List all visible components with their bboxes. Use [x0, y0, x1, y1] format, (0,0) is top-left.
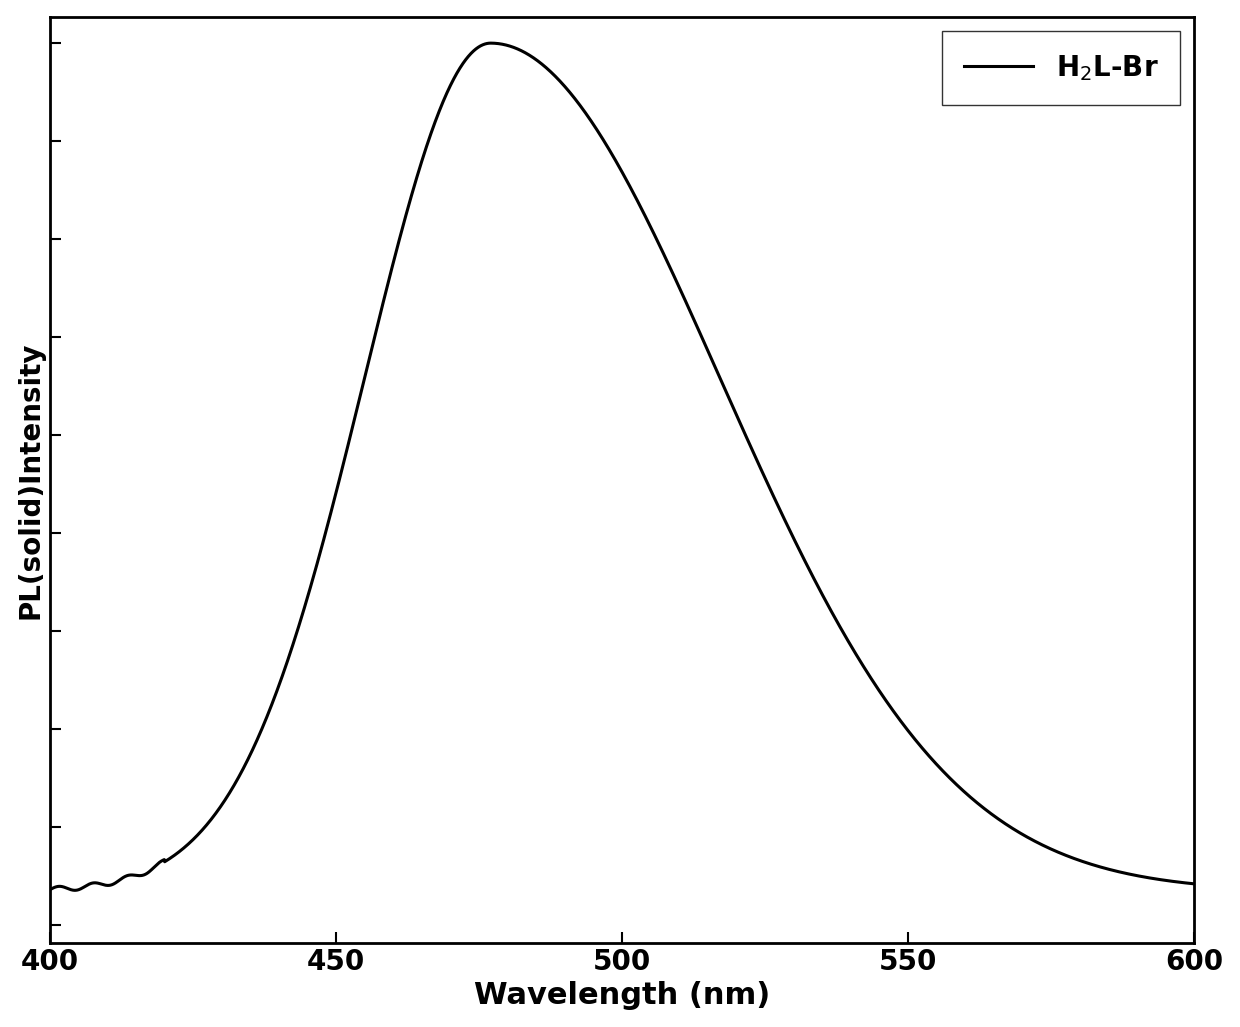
X-axis label: Wavelength (nm): Wavelength (nm): [474, 982, 770, 1011]
Legend: H$_2$L-Br: H$_2$L-Br: [941, 31, 1180, 105]
Y-axis label: PL(solid)Intensity: PL(solid)Intensity: [16, 341, 45, 618]
